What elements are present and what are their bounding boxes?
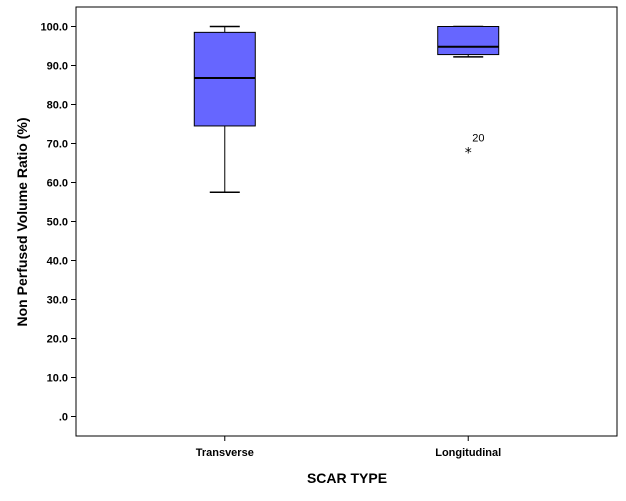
box-longitudinal	[437, 25, 500, 58]
outlier-label: 20	[472, 132, 484, 144]
y-axis: .0 10.0 20.0 30.0 40.0 50.0 60.0 70.0 80.0 90.0 10…	[40, 22, 76, 424]
boxes	[193, 25, 500, 193]
plot-frame	[75, 6, 618, 437]
x-tick-label: Longitudinal	[435, 447, 501, 459]
x-tick-label: Transverse	[196, 447, 254, 459]
box-transverse	[193, 25, 256, 193]
y-tick-label: .0	[59, 412, 68, 424]
y-tick-label: 10.0	[47, 373, 68, 385]
y-tick-label: 70.0	[47, 139, 68, 151]
x-axis: Transverse Longitudinal	[196, 436, 501, 459]
y-tick-label: 90.0	[47, 61, 68, 73]
x-axis-title: SCAR TYPE	[307, 470, 387, 486]
outlier-marker: *	[465, 145, 472, 161]
y-tick-label: 20.0	[47, 334, 68, 346]
iqr-box	[437, 26, 500, 56]
y-tick-label: 30.0	[47, 295, 68, 307]
y-tick-label: 100.0	[40, 22, 68, 34]
y-tick-label: 80.0	[47, 100, 68, 112]
y-tick-label: 40.0	[47, 256, 68, 268]
outliers: *20	[465, 132, 485, 161]
iqr-box	[193, 31, 256, 127]
y-tick-label: 50.0	[47, 217, 68, 229]
y-axis-title: Non Perfused Volume Ratio (%)	[14, 118, 30, 327]
y-tick-label: 60.0	[47, 178, 68, 190]
